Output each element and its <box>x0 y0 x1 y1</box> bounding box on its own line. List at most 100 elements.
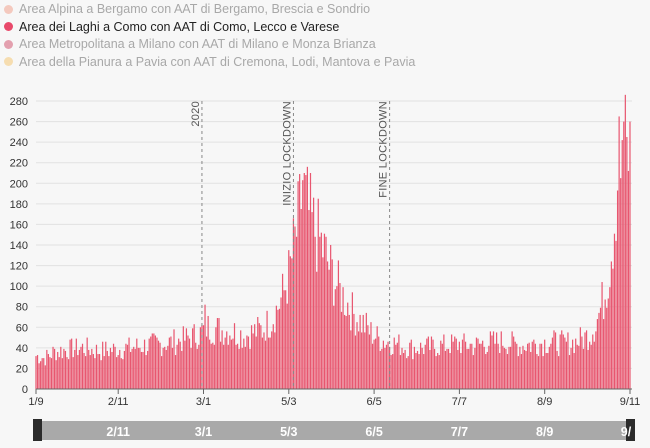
bar <box>145 355 147 389</box>
bar <box>396 342 398 389</box>
bar <box>533 339 535 389</box>
bar <box>178 338 180 389</box>
bar <box>288 250 290 389</box>
bar <box>165 349 167 389</box>
bar <box>244 346 246 389</box>
legend-item-como[interactable]: Area dei Laghi a Como con AAT di Como, L… <box>4 19 415 35</box>
bar <box>567 332 569 389</box>
bar <box>502 345 504 389</box>
bar <box>379 350 381 389</box>
bar <box>336 286 338 389</box>
x-axis: 1/9 2/11 3/1 5/3 6/5 7/7 8/9 9/11 <box>28 388 640 408</box>
y-tick-label: 100 <box>10 281 28 293</box>
bar <box>523 349 526 389</box>
bar <box>371 343 374 389</box>
bar <box>306 166 308 389</box>
bar <box>350 330 352 389</box>
bar <box>432 339 434 389</box>
bar <box>461 339 464 389</box>
bar <box>509 346 512 389</box>
bar <box>157 340 160 389</box>
bar <box>102 341 104 389</box>
bar <box>219 341 222 389</box>
legend-item-pavia[interactable]: Area della Pianura a Pavia con AAT di Cr… <box>4 54 415 70</box>
y-axis: 0 20 40 60 80 100 120 140 160 180 200 220 240 260 280 <box>10 96 28 396</box>
bar <box>440 340 442 389</box>
bar <box>519 346 521 389</box>
bar <box>266 310 268 389</box>
bar <box>500 331 502 389</box>
bar <box>134 348 136 389</box>
bar <box>202 325 205 389</box>
bar <box>488 345 490 389</box>
bar <box>52 346 54 389</box>
bar <box>609 287 611 389</box>
legend-item-bergamo[interactable]: Area Alpina a Bergamo con AAT di Bergamo… <box>4 1 415 17</box>
bar <box>71 338 73 389</box>
bar <box>44 365 46 389</box>
bar <box>136 338 138 389</box>
bar <box>247 336 250 389</box>
bar <box>311 212 313 389</box>
bar <box>568 355 571 389</box>
bar <box>615 240 617 389</box>
annotation-label: 2020 <box>190 101 202 127</box>
bar <box>109 347 112 389</box>
bar <box>390 355 392 389</box>
bar <box>564 337 566 389</box>
bar <box>528 342 530 389</box>
bar <box>373 339 375 389</box>
bar <box>458 341 460 389</box>
bar <box>584 332 586 389</box>
x-tick-label: 2/11 <box>108 396 129 408</box>
bar <box>314 236 316 389</box>
bar <box>508 346 510 389</box>
legend-item-milano[interactable]: Area Metropolitana a Milano con AAT di M… <box>4 36 415 52</box>
annotations: 2020 INIZIO LOCKDOWN FINE LOCKDOWN <box>190 101 391 389</box>
bar <box>345 315 347 389</box>
bar <box>573 353 575 389</box>
bar <box>443 334 445 389</box>
bar <box>229 335 231 389</box>
bar <box>81 343 84 389</box>
bar <box>409 342 411 389</box>
y-tick-label: 180 <box>10 199 28 211</box>
bar <box>570 347 572 389</box>
legend-label: Area della Pianura a Pavia con AAT di Cr… <box>19 54 416 69</box>
x-tick-label: 1/9 <box>28 396 43 408</box>
bar <box>250 325 253 389</box>
y-tick-label: 140 <box>10 240 28 252</box>
bar <box>89 355 91 389</box>
bars[interactable] <box>35 94 631 390</box>
bar <box>57 351 59 389</box>
bar <box>475 337 478 389</box>
range-navigator[interactable]: 2/11 3/1 5/3 6/5 7/7 8/9 9/ <box>33 419 635 441</box>
bar <box>463 333 465 389</box>
bar <box>468 348 470 389</box>
bar <box>218 318 220 389</box>
y-tick-label: 20 <box>16 363 28 375</box>
bar <box>449 353 451 389</box>
x-tick-label: 3/1 <box>196 396 211 408</box>
bar <box>603 319 605 389</box>
y-tick-label: 120 <box>10 261 28 273</box>
bar <box>433 348 436 389</box>
bar <box>97 354 99 389</box>
bar <box>199 327 201 389</box>
bar <box>516 343 518 389</box>
bar <box>325 236 327 389</box>
bar <box>126 344 129 389</box>
y-tick-label: 200 <box>10 178 28 190</box>
bar <box>576 344 578 389</box>
bar <box>92 354 94 389</box>
bar <box>496 332 498 389</box>
bar <box>455 338 457 389</box>
bar <box>426 338 428 389</box>
bar <box>320 232 322 389</box>
bar <box>337 260 340 389</box>
bar <box>579 327 581 389</box>
bar <box>404 349 406 389</box>
bar <box>629 121 631 389</box>
bar <box>328 269 330 389</box>
legend-marker-icon <box>4 39 13 49</box>
